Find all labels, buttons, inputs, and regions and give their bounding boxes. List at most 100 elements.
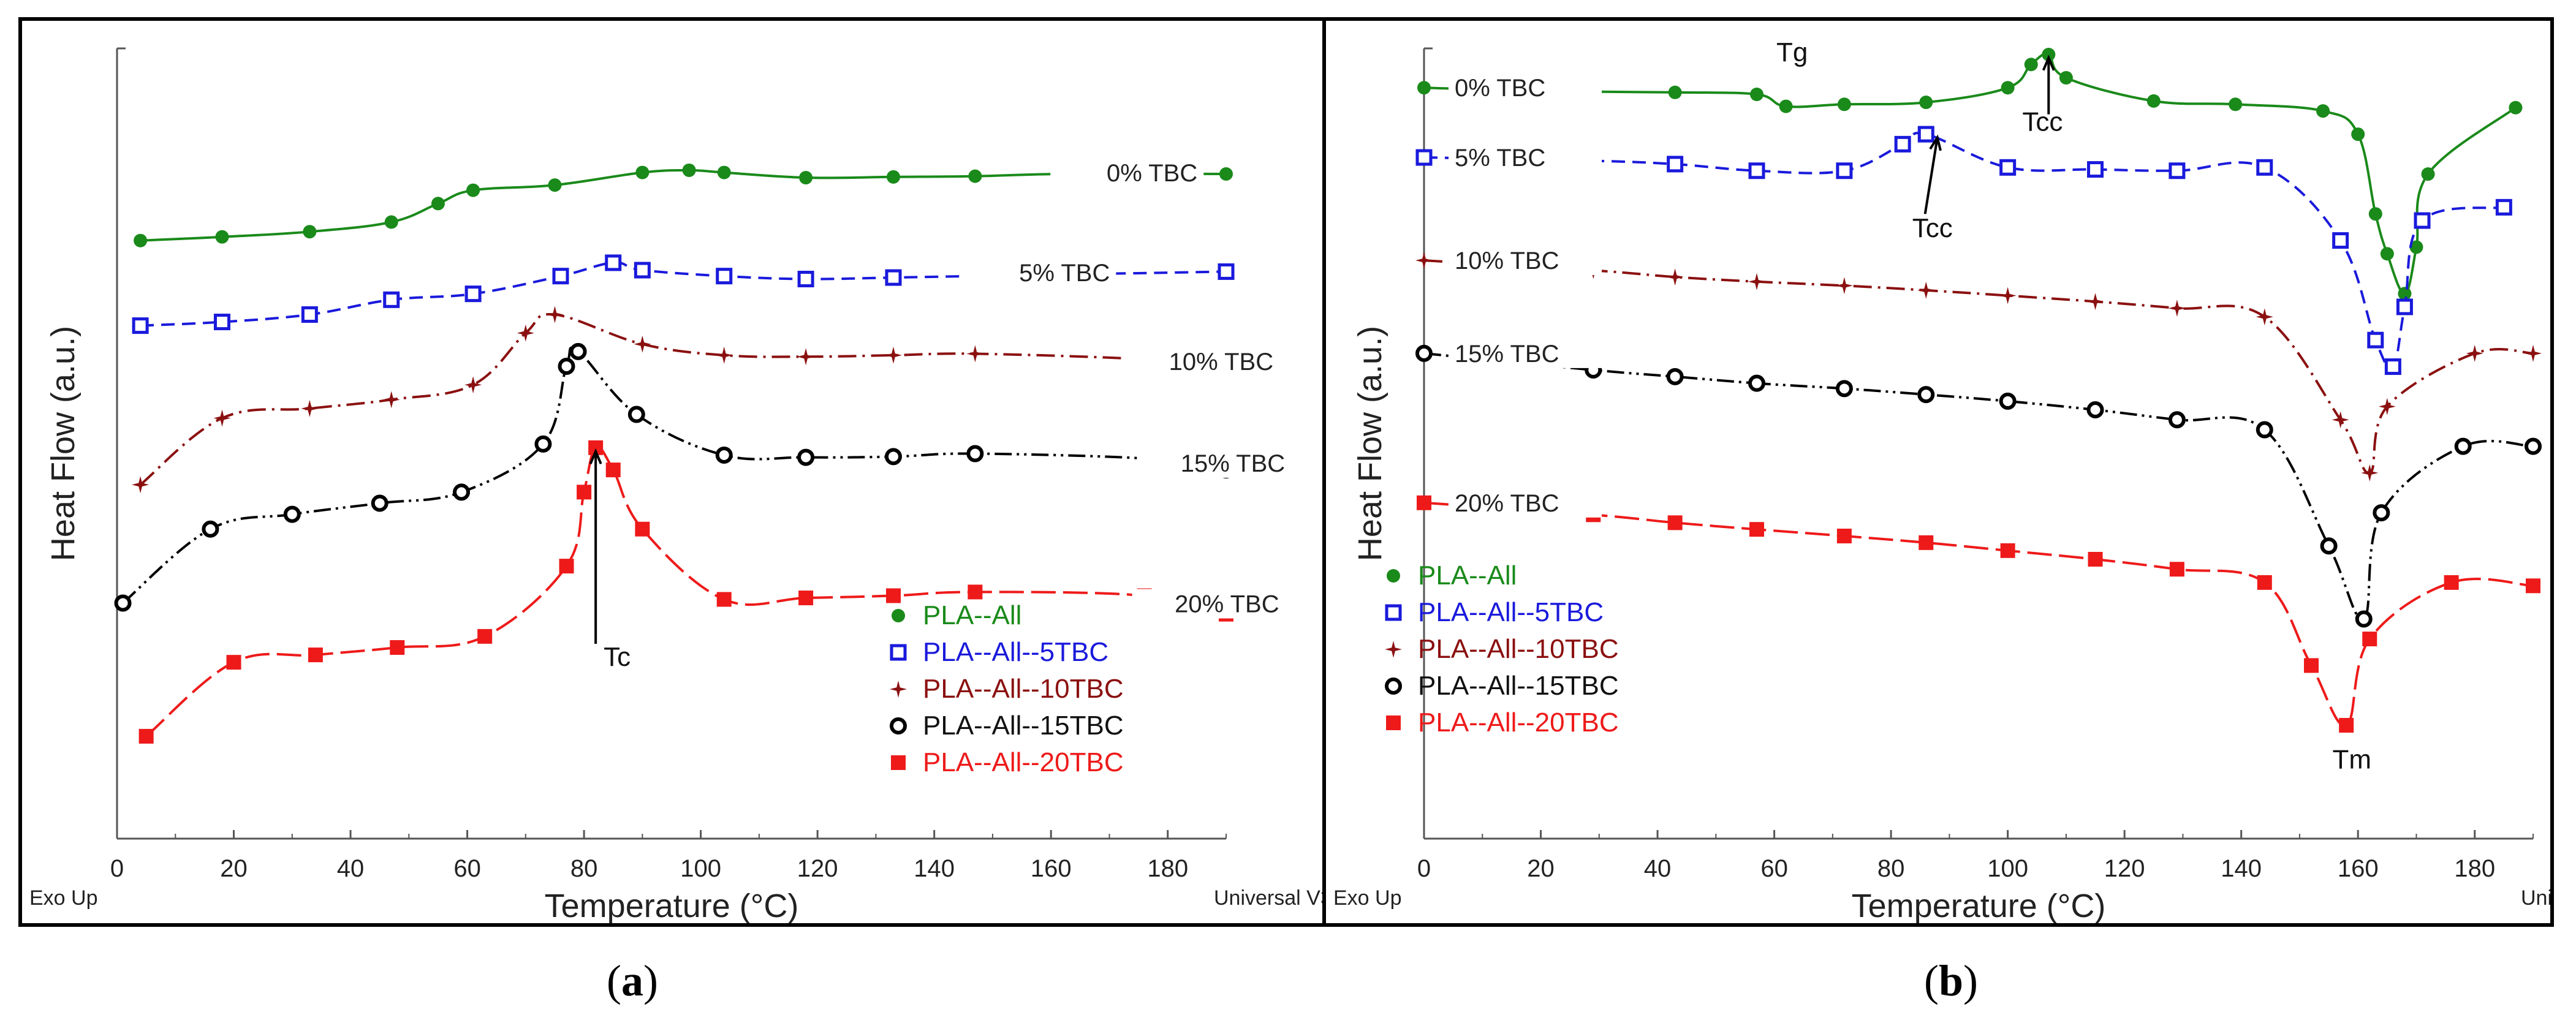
panel-a-point-pla-all-12 — [968, 169, 982, 183]
panel-b-point-pla-all-15tbc-0 — [1415, 344, 1433, 362]
panel-b-legend-marker-pla-all-20tbc — [1386, 715, 1401, 730]
panel-b-point-pla-all-16 — [2380, 247, 2394, 261]
panel-b-point-pla-all-20tbc-6 — [2000, 543, 2015, 558]
panel-a-legend-marker-pla-all-10tbc — [890, 681, 907, 698]
panel-b-legend: PLA--All PLA--All--5TBC PLA--All--10TBC PLA… — [1385, 561, 1619, 738]
panel-a-legend-label-pla-all: PLA--All — [923, 600, 1021, 630]
panel-b-series-label-10-tbc: 10% TBC — [1455, 247, 1559, 274]
panel-b-point-pla-all-18 — [2409, 240, 2423, 254]
panel-b-legend-label-pla-all: PLA--All — [1418, 561, 1517, 591]
panel-a-point-pla-all-10tbc-3 — [382, 391, 400, 409]
panel-a-point-pla-all-5tbc-9 — [797, 271, 814, 288]
chart-panel-a: 0 20 40 60 80 100 120 140 160 180 Temperature (°C)… — [18, 17, 1327, 927]
panel-a-point-pla-all-20tbc-6 — [577, 485, 592, 500]
panel-a-point-pla-all-10tbc-11 — [966, 345, 984, 363]
panel-b-point-pla-all-10tbc-10 — [2332, 411, 2349, 429]
panel-a-point-pla-all-4 — [431, 197, 445, 211]
panel-a-xtick-label-20: 20 — [220, 855, 248, 882]
panel-a-point-pla-all-9 — [717, 165, 731, 179]
panel-a-series-pla-all-5tbc: 5% TBC — [132, 254, 1235, 334]
panel-b-point-pla-all-6 — [1919, 96, 1933, 110]
panel-a-point-pla-all-20tbc-2 — [308, 647, 323, 663]
caption-a-letter: a — [621, 956, 643, 1005]
caption-b: (b) — [1924, 956, 1979, 1005]
panel-b-point-pla-all-10tbc-6 — [1999, 287, 2017, 304]
panel-a-point-pla-all-5tbc-4 — [464, 285, 482, 303]
panel-b-point-pla-all-5tbc-12 — [2367, 331, 2384, 349]
panel-a-point-pla-all-10tbc-5 — [517, 324, 534, 342]
panel-b-point-pla-all-5tbc-2 — [1667, 156, 1684, 173]
panel-b-point-pla-all-10tbc-0 — [1415, 252, 1433, 270]
panel-b-point-pla-all-15tbc-13 — [2454, 437, 2472, 455]
panel-a-y-axis-label: Heat Flow (a.u.) — [45, 326, 81, 561]
panel-a-point-pla-all-20tbc-8 — [605, 462, 621, 478]
panel-b-point-pla-all-15tbc-2 — [1666, 368, 1684, 385]
panel-b-point-pla-all-20tbc-14 — [2526, 578, 2540, 594]
panel-b-point-pla-all-5tbc-6 — [1917, 126, 1934, 143]
panel-b-annotation-tm-3: Tm — [2332, 744, 2371, 774]
panel-a-annotation-text-tc-0: Tc — [604, 642, 631, 672]
panel-b-series-label-bg-2 — [1449, 246, 1602, 276]
panel-b-point-pla-all-10tbc-7 — [2086, 293, 2104, 311]
panel-a-point-pla-all-5tbc-0 — [132, 317, 149, 334]
panel-a-point-pla-all-5tbc-8 — [716, 268, 733, 285]
panel-a-point-pla-all-5tbc-10 — [885, 269, 902, 286]
panel-a-series-label-bg-3 — [1138, 448, 1292, 478]
panel-a-xtick-label-160: 160 — [1031, 855, 1072, 882]
panel-b-point-pla-all-10tbc-4 — [1835, 277, 1853, 295]
panel-b-point-pla-all-15tbc-3 — [1748, 374, 1765, 392]
panel-a-point-pla-all-15tbc-4 — [453, 483, 471, 501]
panel-b-xtick-label-60: 60 — [1760, 855, 1788, 882]
panel-a-series-label-5-tbc: 5% TBC — [1019, 260, 1110, 287]
panel-b-point-pla-all-5 — [1837, 97, 1851, 111]
panel-b-point-pla-all-0 — [1417, 81, 1431, 95]
panel-b-point-pla-all-5tbc-7 — [1999, 159, 2017, 176]
panel-a-legend-label-pla-all-20tbc: PLA--All--20TBC — [923, 747, 1124, 777]
panel-a-series-pla-all: 0% TBC — [134, 158, 1233, 247]
caption-b-letter: b — [1938, 956, 1964, 1005]
panel-b-annotation-tcc-1: Tcc — [2022, 55, 2063, 137]
panel-b-series-label-0-tbc: 0% TBC — [1455, 75, 1545, 102]
panel-b-point-pla-all-10tbc-13 — [2466, 344, 2483, 362]
panel-a-series-label-bg-4 — [1132, 589, 1286, 619]
panel-a-legend-marker-pla-all-20tbc — [891, 755, 906, 770]
panel-b-legend-marker-pla-all-15tbc — [1385, 678, 1402, 695]
panel-b-series-label-bg-3 — [1449, 338, 1602, 368]
panel-b-point-pla-all-5tbc-5 — [1894, 135, 1911, 153]
panel-b-exo-up-label: Exo Up — [1333, 886, 1402, 910]
panel-b-series-label-5-tbc: 5% TBC — [1455, 145, 1545, 172]
panel-b-line-pla-all-15tbc — [1423, 352, 2534, 621]
panel-b-series-label-20-tbc: 20% TBC — [1455, 490, 1559, 517]
panel-b-point-pla-all-15tbc-9 — [2256, 421, 2273, 439]
panel-b-annotation-arrowhead-1 — [2042, 55, 2055, 71]
panel-b-point-pla-all-15tbc-7 — [2086, 401, 2104, 419]
panel-b-point-pla-all-5tbc-14 — [2396, 298, 2413, 315]
panel-a-x-axis-label: Temperature (°C) — [545, 888, 799, 923]
panel-b-legend-label-pla-all-20tbc: PLA--All--20TBC — [1418, 708, 1619, 738]
panel-b-x-axis-label: Temperature (°C) — [1852, 888, 2106, 923]
panel-a-point-pla-all-0 — [134, 233, 148, 247]
panel-b-point-pla-all-15tbc-14 — [2525, 437, 2542, 455]
panel-b-point-pla-all-10tbc-3 — [1748, 273, 1765, 290]
panel-b-legend-marker-pla-all — [1387, 569, 1400, 583]
panel-b-point-pla-all-20tbc-12 — [2362, 632, 2377, 647]
panel-b-point-pla-all-20tbc-3 — [1749, 522, 1764, 537]
panel-b-point-pla-all-15tbc-4 — [1835, 380, 1853, 398]
panel-a-series-label-0-tbc: 0% TBC — [1107, 160, 1197, 187]
panel-a-xtick-label-40: 40 — [337, 855, 365, 882]
panel-a-point-pla-all-5tbc-7 — [634, 262, 651, 279]
panel-a-point-pla-all-5tbc-2 — [301, 306, 318, 323]
chart-svg-b: 0 20 40 60 80 100 120 140 160 180 Temperature (°C)… — [1333, 37, 2550, 923]
panel-b-point-pla-all-10tbc-8 — [2168, 300, 2186, 317]
chart-panel-b: 0 20 40 60 80 100 120 140 160 180 Temperature (°C)… — [1322, 17, 2554, 927]
panel-a-point-pla-all-10tbc-6 — [546, 306, 564, 323]
panel-b-point-pla-all-15 — [2368, 207, 2382, 221]
panel-a-series-label-bg-0 — [1050, 158, 1204, 187]
panel-a-point-pla-all-10 — [799, 171, 813, 185]
panel-a-point-pla-all-10tbc-2 — [301, 399, 319, 417]
panel-a-legend-label-pla-all-15tbc: PLA--All--15TBC — [923, 711, 1124, 741]
panel-a-point-pla-all-10tbc-10 — [885, 346, 902, 364]
panel-b-point-pla-all-20tbc-7 — [2088, 551, 2103, 567]
panel-b-legend-label-pla-all-10tbc: PLA--All--10TBC — [1418, 634, 1619, 664]
panel-b-annotation-text-tcc-2: Tcc — [1912, 213, 1953, 243]
